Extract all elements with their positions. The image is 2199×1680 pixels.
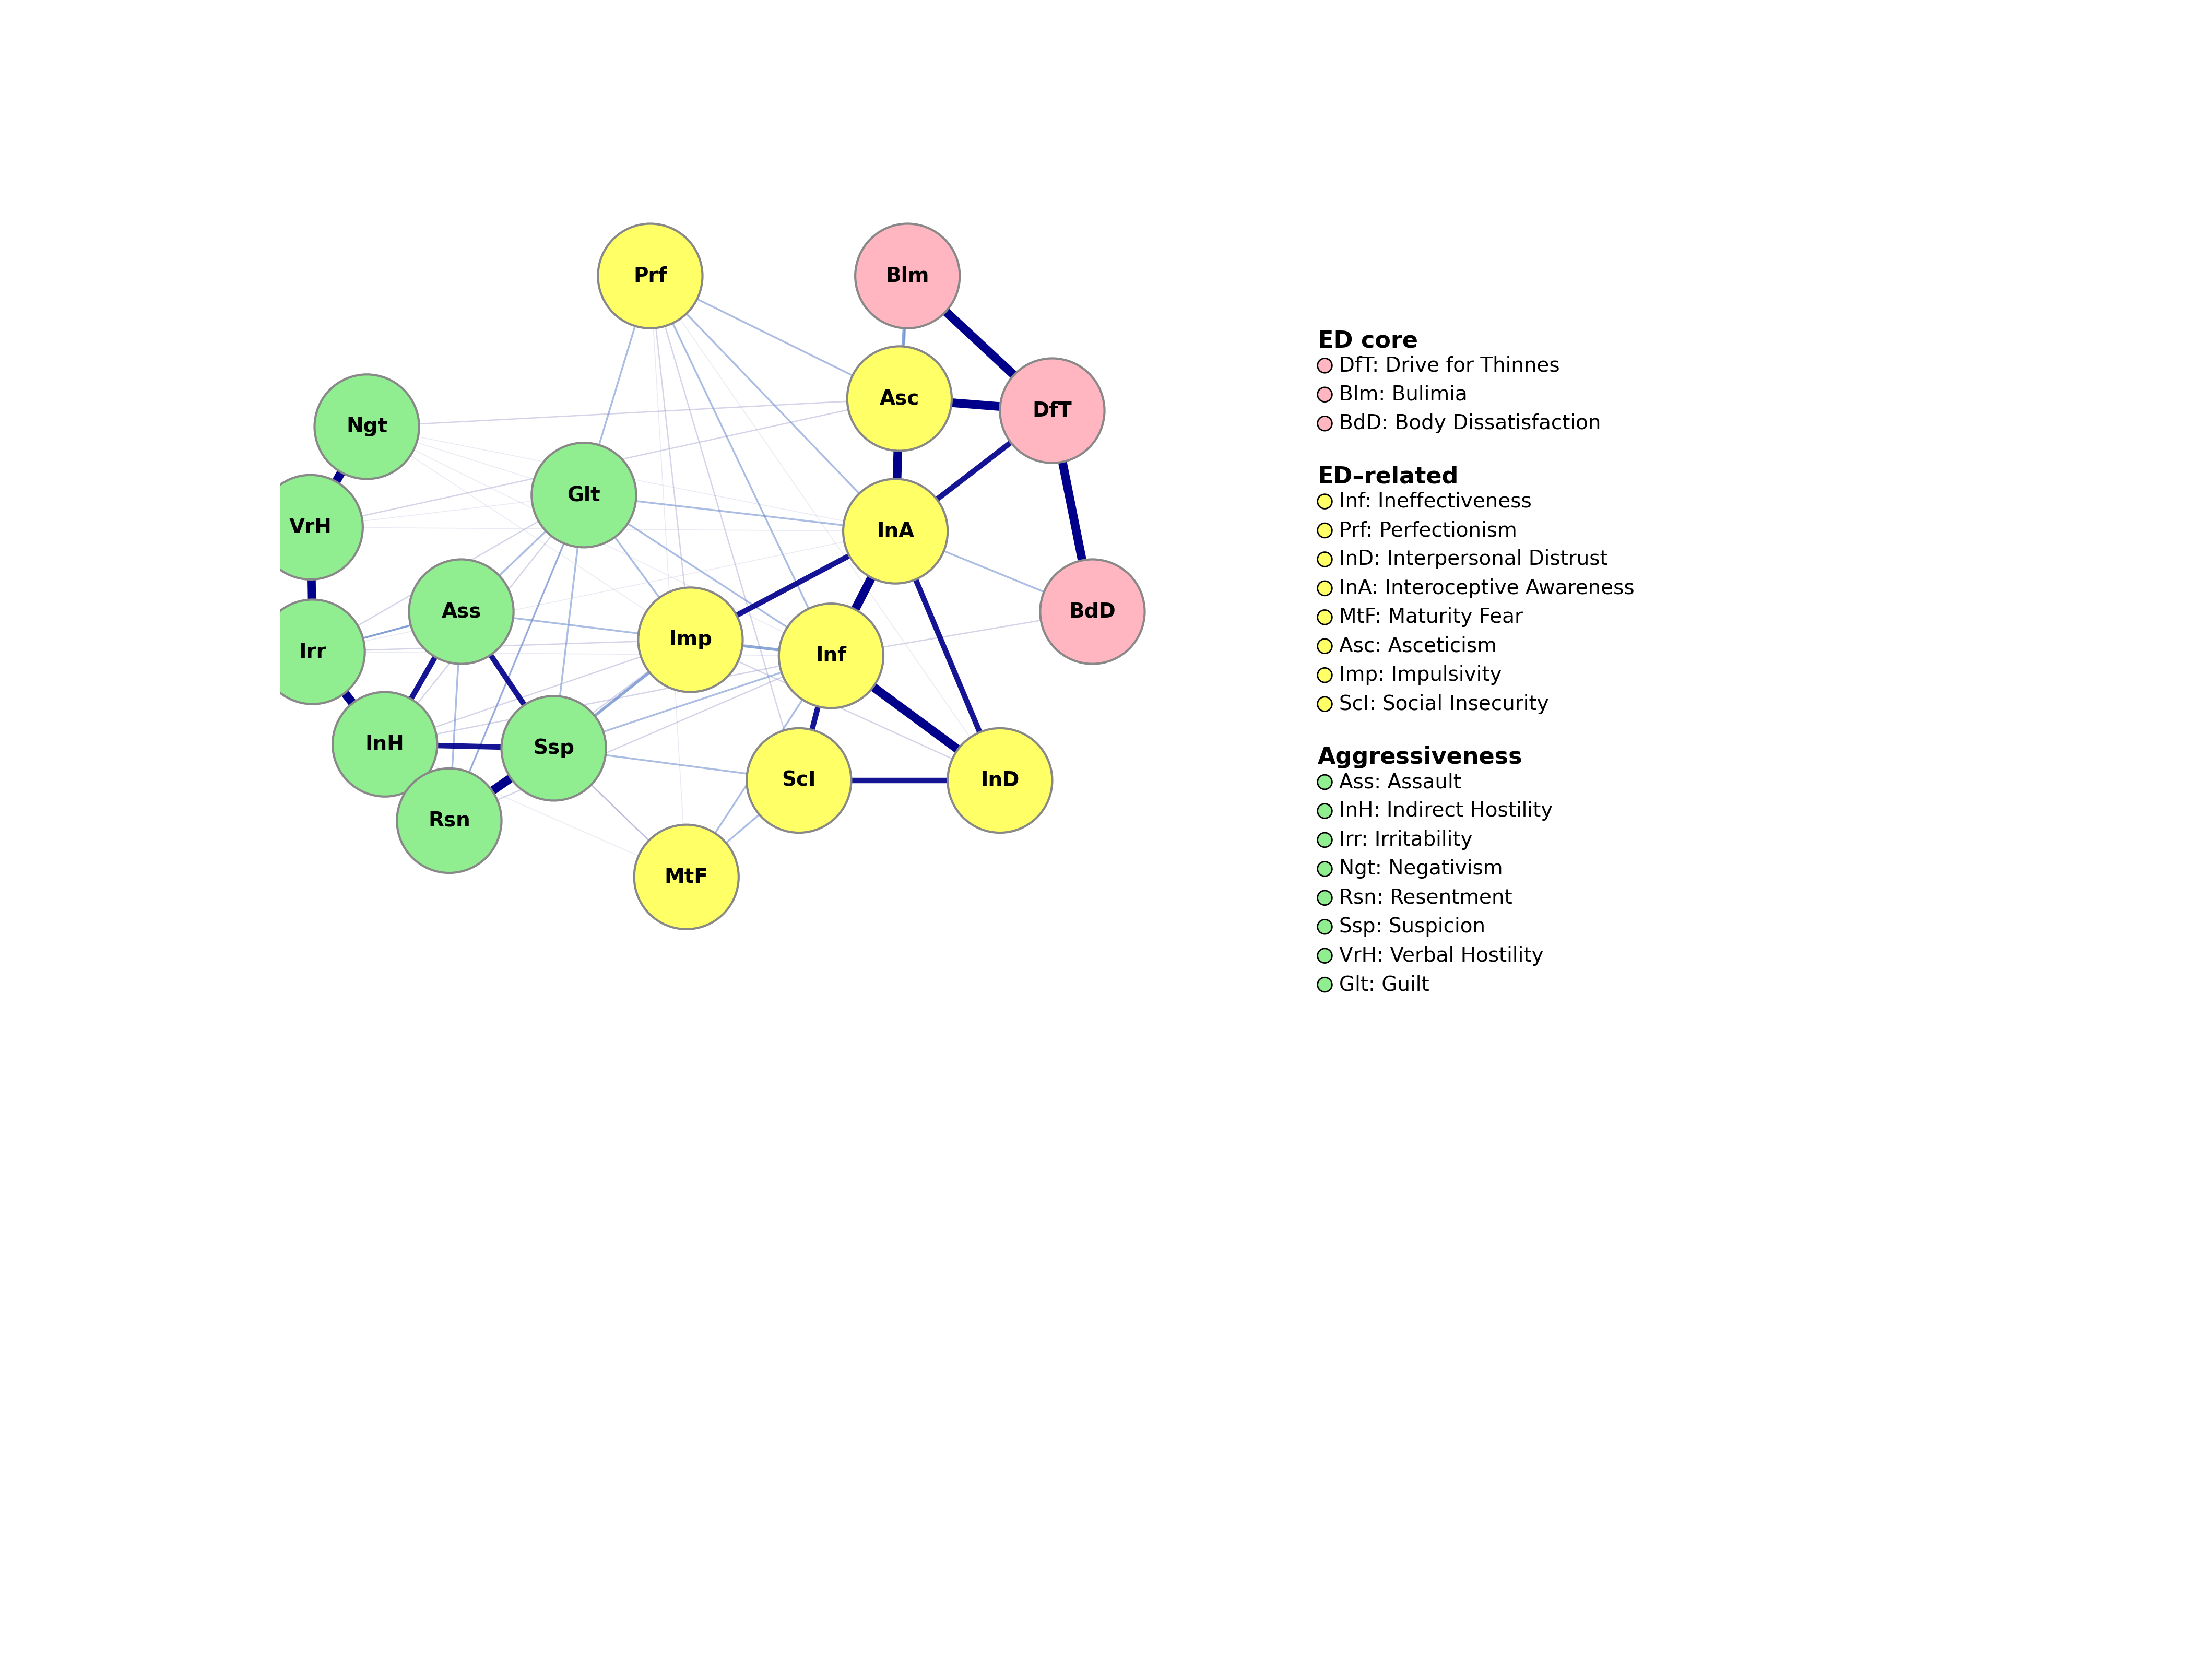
- Circle shape: [1001, 358, 1104, 464]
- Text: ScI: ScI: [783, 771, 816, 790]
- Text: Rsn: Resentment: Rsn: Resentment: [1339, 889, 1513, 907]
- Text: Blm: Bulimia: Blm: Bulimia: [1339, 385, 1467, 405]
- Circle shape: [842, 479, 948, 583]
- Text: Prf: Perfectionism: Prf: Perfectionism: [1339, 521, 1517, 541]
- Text: Prf: Prf: [633, 265, 666, 286]
- Text: InA: InA: [877, 521, 915, 541]
- Circle shape: [1317, 581, 1333, 595]
- Text: Irr: Irritability: Irr: Irritability: [1339, 830, 1473, 850]
- Text: InA: Interoceptive Awareness: InA: Interoceptive Awareness: [1339, 578, 1634, 598]
- Circle shape: [1317, 494, 1333, 509]
- Circle shape: [1317, 638, 1333, 654]
- Text: ED core: ED core: [1317, 329, 1418, 351]
- Text: ED–related: ED–related: [1317, 465, 1458, 487]
- Circle shape: [314, 375, 420, 479]
- Text: InD: InD: [981, 771, 1020, 790]
- Circle shape: [778, 603, 884, 707]
- Circle shape: [855, 223, 959, 328]
- Text: Ssp: Ssp: [532, 739, 574, 758]
- Circle shape: [1317, 669, 1333, 682]
- Circle shape: [1317, 610, 1333, 625]
- Circle shape: [1317, 358, 1333, 373]
- Circle shape: [1317, 862, 1333, 877]
- Text: BdD: BdD: [1069, 601, 1115, 622]
- Text: InH: Indirect Hostility: InH: Indirect Hostility: [1339, 801, 1552, 822]
- Circle shape: [1317, 417, 1333, 430]
- Text: Imp: Impulsivity: Imp: Impulsivity: [1339, 665, 1502, 685]
- Text: MtF: Maturity Fear: MtF: Maturity Fear: [1339, 608, 1524, 627]
- Text: InD: Interpersonal Distrust: InD: Interpersonal Distrust: [1339, 549, 1607, 570]
- Circle shape: [409, 559, 515, 664]
- Text: Ssp: Suspicion: Ssp: Suspicion: [1339, 917, 1487, 937]
- Circle shape: [501, 696, 607, 801]
- Circle shape: [1317, 697, 1333, 711]
- Text: MtF: MtF: [664, 867, 708, 887]
- Text: Asc: Asceticism: Asc: Asceticism: [1339, 637, 1498, 657]
- Circle shape: [1317, 553, 1333, 566]
- Circle shape: [1040, 559, 1146, 664]
- Circle shape: [257, 475, 363, 580]
- Text: DfT: Drive for Thinnes: DfT: Drive for Thinnes: [1339, 356, 1559, 376]
- Text: Glt: Guilt: Glt: Guilt: [1339, 974, 1429, 995]
- Circle shape: [259, 600, 365, 704]
- Circle shape: [1317, 388, 1333, 402]
- Text: Ngt: Negativism: Ngt: Negativism: [1339, 858, 1502, 879]
- Circle shape: [1317, 803, 1333, 818]
- Circle shape: [847, 346, 952, 450]
- Circle shape: [1317, 919, 1333, 934]
- Circle shape: [1317, 978, 1333, 991]
- Text: Blm: Blm: [886, 265, 930, 286]
- Text: Ass: Assault: Ass: Assault: [1339, 773, 1462, 791]
- Circle shape: [332, 692, 438, 796]
- Circle shape: [1317, 890, 1333, 906]
- Circle shape: [948, 727, 1051, 833]
- Text: BdD: Body Dissatisfaction: BdD: Body Dissatisfaction: [1339, 413, 1601, 433]
- Circle shape: [1317, 949, 1333, 963]
- Text: Rsn: Rsn: [429, 811, 471, 830]
- Text: Glt: Glt: [567, 486, 600, 506]
- Text: Asc: Asc: [880, 388, 919, 408]
- Circle shape: [598, 223, 701, 328]
- Text: Ass: Ass: [442, 601, 482, 622]
- Text: VrH: Verbal Hostility: VrH: Verbal Hostility: [1339, 946, 1544, 966]
- Circle shape: [532, 444, 636, 548]
- Circle shape: [398, 768, 501, 874]
- Text: Aggressiveness: Aggressiveness: [1317, 746, 1522, 768]
- Circle shape: [748, 727, 851, 833]
- Circle shape: [1317, 774, 1333, 790]
- Text: Ngt: Ngt: [345, 417, 387, 437]
- Circle shape: [1317, 522, 1333, 538]
- Circle shape: [1317, 833, 1333, 847]
- Text: VrH: VrH: [288, 517, 332, 538]
- Text: DfT: DfT: [1034, 402, 1071, 420]
- Text: Irr: Irr: [299, 642, 325, 662]
- Text: InH: InH: [365, 734, 405, 754]
- Text: Inf: Inf: [816, 645, 847, 665]
- Circle shape: [638, 588, 743, 692]
- Text: ScI: Social Insecurity: ScI: Social Insecurity: [1339, 694, 1548, 714]
- Circle shape: [633, 825, 739, 929]
- Text: Inf: Ineffectiveness: Inf: Ineffectiveness: [1339, 492, 1533, 511]
- Text: Imp: Imp: [668, 630, 712, 650]
